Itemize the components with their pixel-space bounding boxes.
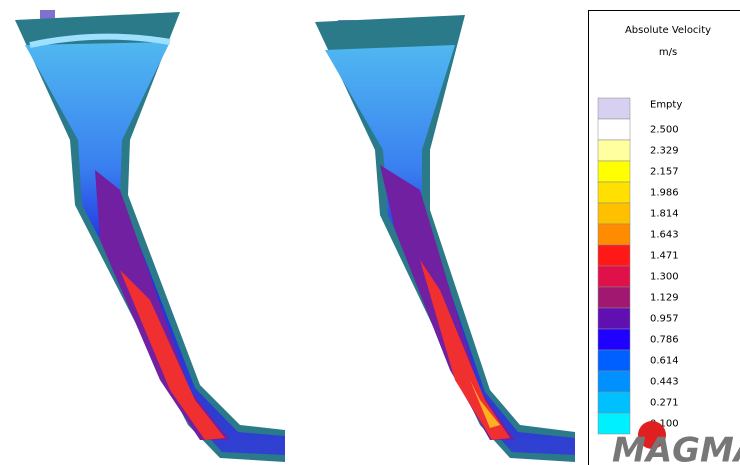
legend-label: 0.271: [650, 398, 679, 409]
color-swatch: [598, 287, 630, 308]
legend-label: 0.786: [650, 335, 679, 346]
color-swatch: [598, 371, 630, 392]
color-swatch: [598, 350, 630, 371]
color-swatch: [598, 98, 630, 119]
simulation-view: Absolute Velocity m/s Empty 2.500 2.329 2.1…: [0, 0, 740, 465]
legend-label: 2.329: [650, 146, 679, 157]
legend-label: 0.443: [650, 377, 679, 388]
legend-label: 0.957: [650, 314, 679, 325]
legend-label: 1.814: [650, 209, 679, 220]
legend-title: Absolute Velocity: [625, 25, 711, 36]
casting-right: [315, 15, 575, 462]
color-swatch: [598, 392, 630, 413]
color-swatch: [598, 119, 630, 140]
logo: MAGMA: [612, 431, 740, 465]
color-swatch: [598, 224, 630, 245]
legend-label: 1.643: [650, 230, 679, 241]
color-swatch: [598, 140, 630, 161]
legend-label: 1.300: [650, 272, 679, 283]
legend-label: 0.614: [650, 356, 679, 367]
legend-unit: m/s: [659, 47, 677, 58]
legend-label: 1.986: [650, 188, 679, 199]
legend-label: Empty: [650, 100, 682, 111]
legend-label: 2.500: [650, 125, 679, 136]
legend-label: 1.471: [650, 251, 679, 262]
color-swatch: [598, 245, 630, 266]
color-swatch: [598, 308, 630, 329]
color-swatch: [598, 203, 630, 224]
legend-label: 2.157: [650, 167, 679, 178]
color-swatch: [598, 329, 630, 350]
legend-label: 1.129: [650, 293, 679, 304]
color-swatch: [598, 266, 630, 287]
page: Absolute Velocity m/s Empty 2.500 2.329 2.1…: [0, 0, 740, 465]
color-swatch: [598, 182, 630, 203]
casting-left: [15, 10, 285, 462]
legend: Absolute Velocity m/s Empty 2.500 2.329 2.1…: [589, 11, 740, 465]
color-swatch: [598, 161, 630, 182]
